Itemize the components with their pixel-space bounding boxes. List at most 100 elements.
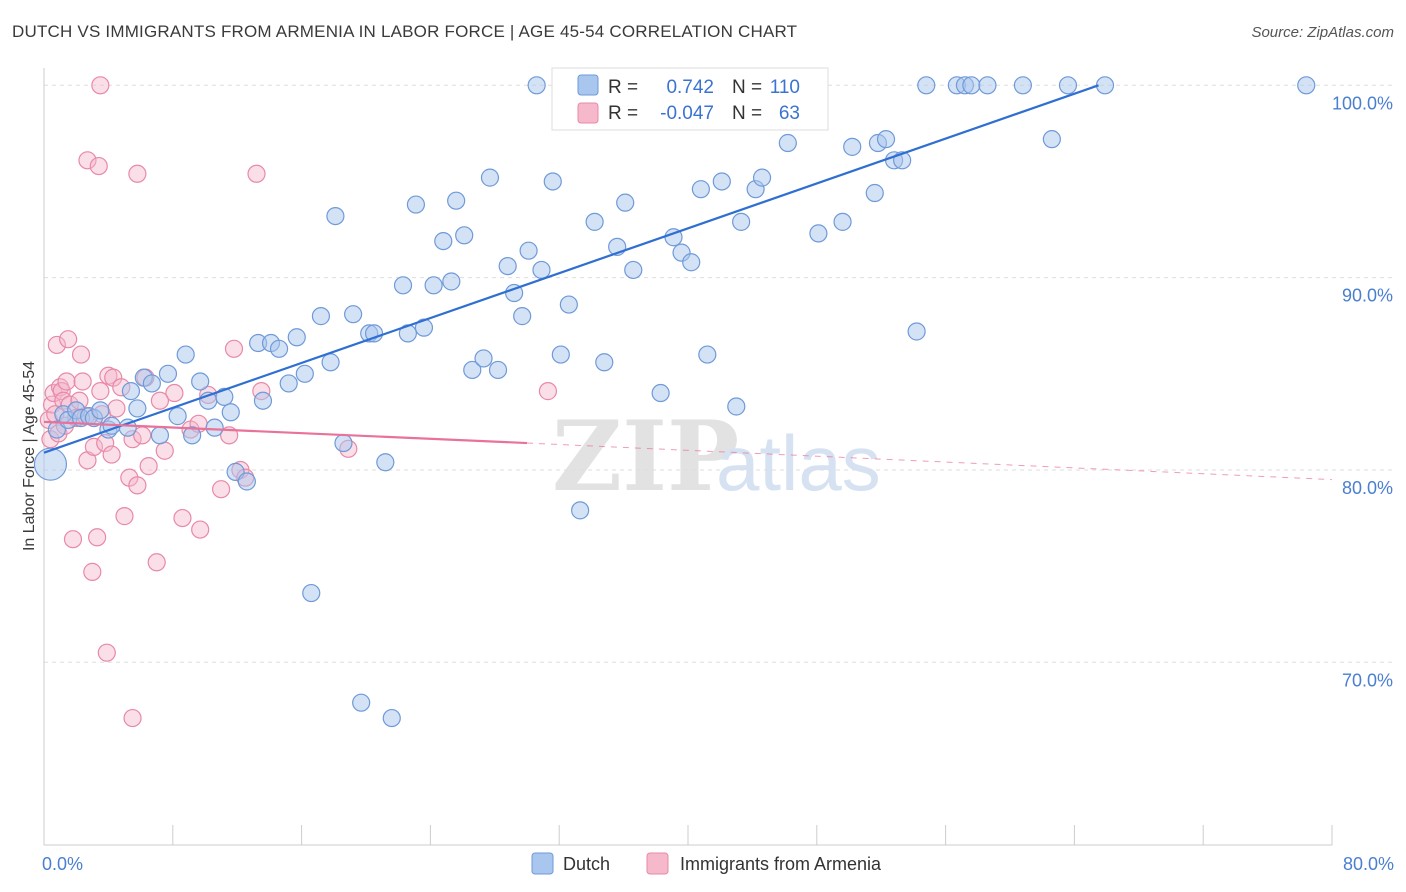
dutch-point [128,399,147,418]
dutch-point [907,322,926,341]
dutch-trend-line [43,84,1099,454]
dutch-point [33,447,68,481]
dutch-point [778,133,797,153]
legend-box: R = 0.742 N = 110 R = -0.047 N = 63 [551,67,829,131]
dutch-point [269,339,289,358]
bottom-legend-armenia-swatch [646,852,669,875]
dutch-point [865,183,884,203]
dutch-point [424,276,443,295]
armenia-point [155,441,174,460]
armenia-trend-extension [526,442,1333,481]
dutch-point [158,364,178,383]
dutch-point [843,137,862,156]
armenia-point [102,445,121,464]
armenia-point [47,335,66,355]
armenia-trend-line [43,420,528,445]
dutch-point [543,172,562,191]
dutch-point [595,353,614,372]
dutch-point [295,364,314,383]
dutch-point [513,307,532,326]
dutch-point [205,418,224,437]
bottom-legend-dutch-label: Dutch [563,854,610,874]
x-tick-label: 0.0% [42,854,83,874]
dutch-point [917,76,936,95]
legend-dutch-r-label: R = [608,77,638,98]
dutch-point [532,260,551,280]
dutch-point [176,345,195,364]
dutch-point [727,397,746,416]
dutch-point [559,295,578,314]
armenia-point [83,562,102,581]
armenia-point [71,345,91,364]
armenia-point [147,553,166,572]
y-tick-label: 90.0% [1342,286,1393,306]
dutch-point [382,708,401,728]
chart-title: DUTCH VS IMMIGRANTS FROM ARMENIA IN LABO… [12,22,798,41]
dutch-point [480,168,500,187]
armenia-point [59,330,78,349]
dutch-point [455,226,474,245]
dutch-point [616,193,635,212]
legend-armenia-n-value: 63 [779,103,800,124]
dutch-point [121,382,141,401]
series-dutch-points [33,76,1316,728]
dutch-point [698,345,717,364]
trend-lines [43,84,1333,481]
dutch-point [732,212,751,231]
armenia-point [538,382,558,401]
dutch-point [393,276,413,295]
dutch-point [287,328,306,347]
y-tick-label: 70.0% [1342,670,1393,690]
armenia-point [150,391,170,410]
dutch-point [1297,76,1316,95]
dutch-point [474,349,493,368]
dutch-point [364,324,384,343]
dutch-point [1042,130,1061,149]
dutch-point [150,426,170,445]
dutch-point [651,383,670,403]
armenia-point [57,372,76,391]
dutch-point [1013,76,1032,95]
x-tick-label: 80.0% [1343,854,1394,874]
dutch-point [352,693,371,712]
dutch-point [752,168,772,187]
dutch-point [221,403,240,422]
legend-armenia-n-label: N = [732,103,762,124]
legend-dutch-n-value: 110 [770,77,800,98]
legend-dutch-n-label: N = [732,77,762,98]
armenia-point [165,383,184,403]
bottom-legend: Dutch Immigrants from Armenia [531,852,882,875]
dutch-point [571,501,590,520]
armenia-point [128,476,147,495]
dutch-point [376,453,395,472]
dutch-point [91,401,110,420]
legend-armenia-swatch [577,102,599,124]
dutch-point [1095,76,1115,95]
armenia-point [115,507,134,526]
legend-armenia-r-label: R = [608,103,638,124]
bottom-legend-dutch-swatch [531,852,554,875]
dutch-point [311,307,331,326]
dutch-point [519,241,538,260]
bottom-legend-armenia-label: Immigrants from Armenia [680,854,882,874]
dutch-point [712,172,731,191]
armenia-point [123,708,142,728]
dutch-point [551,345,570,364]
dutch-point [215,387,234,406]
armenia-point [139,457,158,476]
dutch-point [442,272,461,291]
dutch-point [833,212,852,231]
y-axis-label: In Labor Force | Age 45-54 [21,361,38,551]
legend-dutch-swatch [577,74,599,96]
armenia-point [84,437,104,456]
armenia-point [78,151,97,170]
dutch-point [624,260,643,280]
dutch-point [302,583,321,603]
dutch-point [334,433,353,453]
dutch-point [183,426,202,445]
armenia-point [212,480,231,499]
dutch-point [488,360,508,380]
watermark-atlas: atlas [716,419,881,507]
dutch-point [691,180,710,199]
armenia-point [88,528,107,547]
